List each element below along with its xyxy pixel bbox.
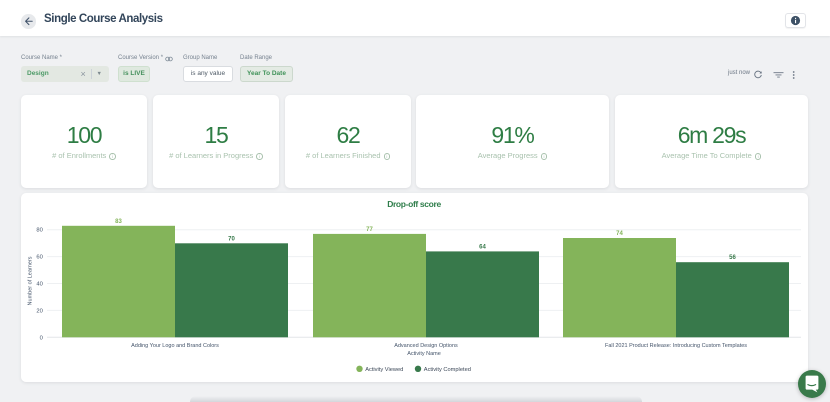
svg-text:Activity Viewed: Activity Viewed — [365, 367, 403, 373]
svg-text:Activity Name: Activity Name — [407, 351, 441, 357]
svg-text:0: 0 — [40, 335, 43, 341]
svg-text:Activity Completed: Activity Completed — [424, 367, 471, 373]
svg-text:80: 80 — [36, 228, 42, 234]
svg-text:Drop-off score: Drop-off score — [387, 199, 441, 209]
svg-text:Adding Your Logo and Brand Col: Adding Your Logo and Brand Colors — [131, 343, 219, 349]
svg-text:77: 77 — [366, 227, 373, 233]
svg-text:83: 83 — [115, 219, 122, 225]
svg-text:40: 40 — [36, 282, 42, 288]
svg-text:74: 74 — [616, 231, 623, 237]
svg-text:Number of Learners: Number of Learners — [27, 256, 33, 305]
svg-text:Advanced Design Options: Advanced Design Options — [394, 343, 458, 349]
svg-text:60: 60 — [36, 255, 42, 261]
svg-text:56: 56 — [729, 255, 736, 261]
svg-text:20: 20 — [36, 308, 42, 314]
svg-text:64: 64 — [479, 244, 486, 250]
svg-text:Fall 2021 Product Release: Int: Fall 2021 Product Release: Introducing C… — [605, 343, 747, 349]
svg-text:70: 70 — [228, 236, 235, 242]
